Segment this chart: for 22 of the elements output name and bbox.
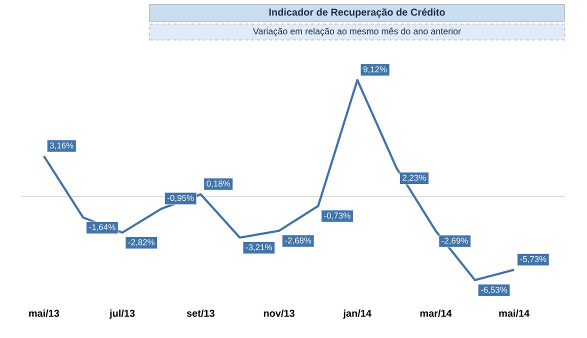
chart-title: Indicador de Recuperação de Crédito xyxy=(269,8,445,18)
data-label: -0,73% xyxy=(324,212,350,220)
data-label: 3,16% xyxy=(50,142,74,150)
data-label: -2,68% xyxy=(285,238,312,244)
data-label: -6,53% xyxy=(480,286,508,294)
x-tick-label: jan/14 xyxy=(343,310,372,319)
data-label: 0,18% xyxy=(206,180,230,188)
x-tick-label: mai/14 xyxy=(499,310,530,317)
x-tick-label: mai/13 xyxy=(29,310,60,317)
data-label: -2,82% xyxy=(128,239,155,246)
data-label: -5,73% xyxy=(520,256,546,264)
x-tick-label: set/13 xyxy=(186,310,214,317)
data-label: 2,23% xyxy=(402,174,426,182)
x-tick-label: mar/14 xyxy=(420,310,452,317)
chart-subtitle: Variação em relação ao mesmo mês do ano anterior xyxy=(252,28,461,36)
data-label: -2,69% xyxy=(442,238,468,245)
x-tick-label: jul/13 xyxy=(109,310,135,319)
data-label: -1,64% xyxy=(89,224,116,232)
data-label: 9,12% xyxy=(363,66,387,74)
x-tick-label: nov/13 xyxy=(264,310,294,317)
data-label: -3,21% xyxy=(246,244,272,252)
data-label: -0,95% xyxy=(168,195,194,202)
